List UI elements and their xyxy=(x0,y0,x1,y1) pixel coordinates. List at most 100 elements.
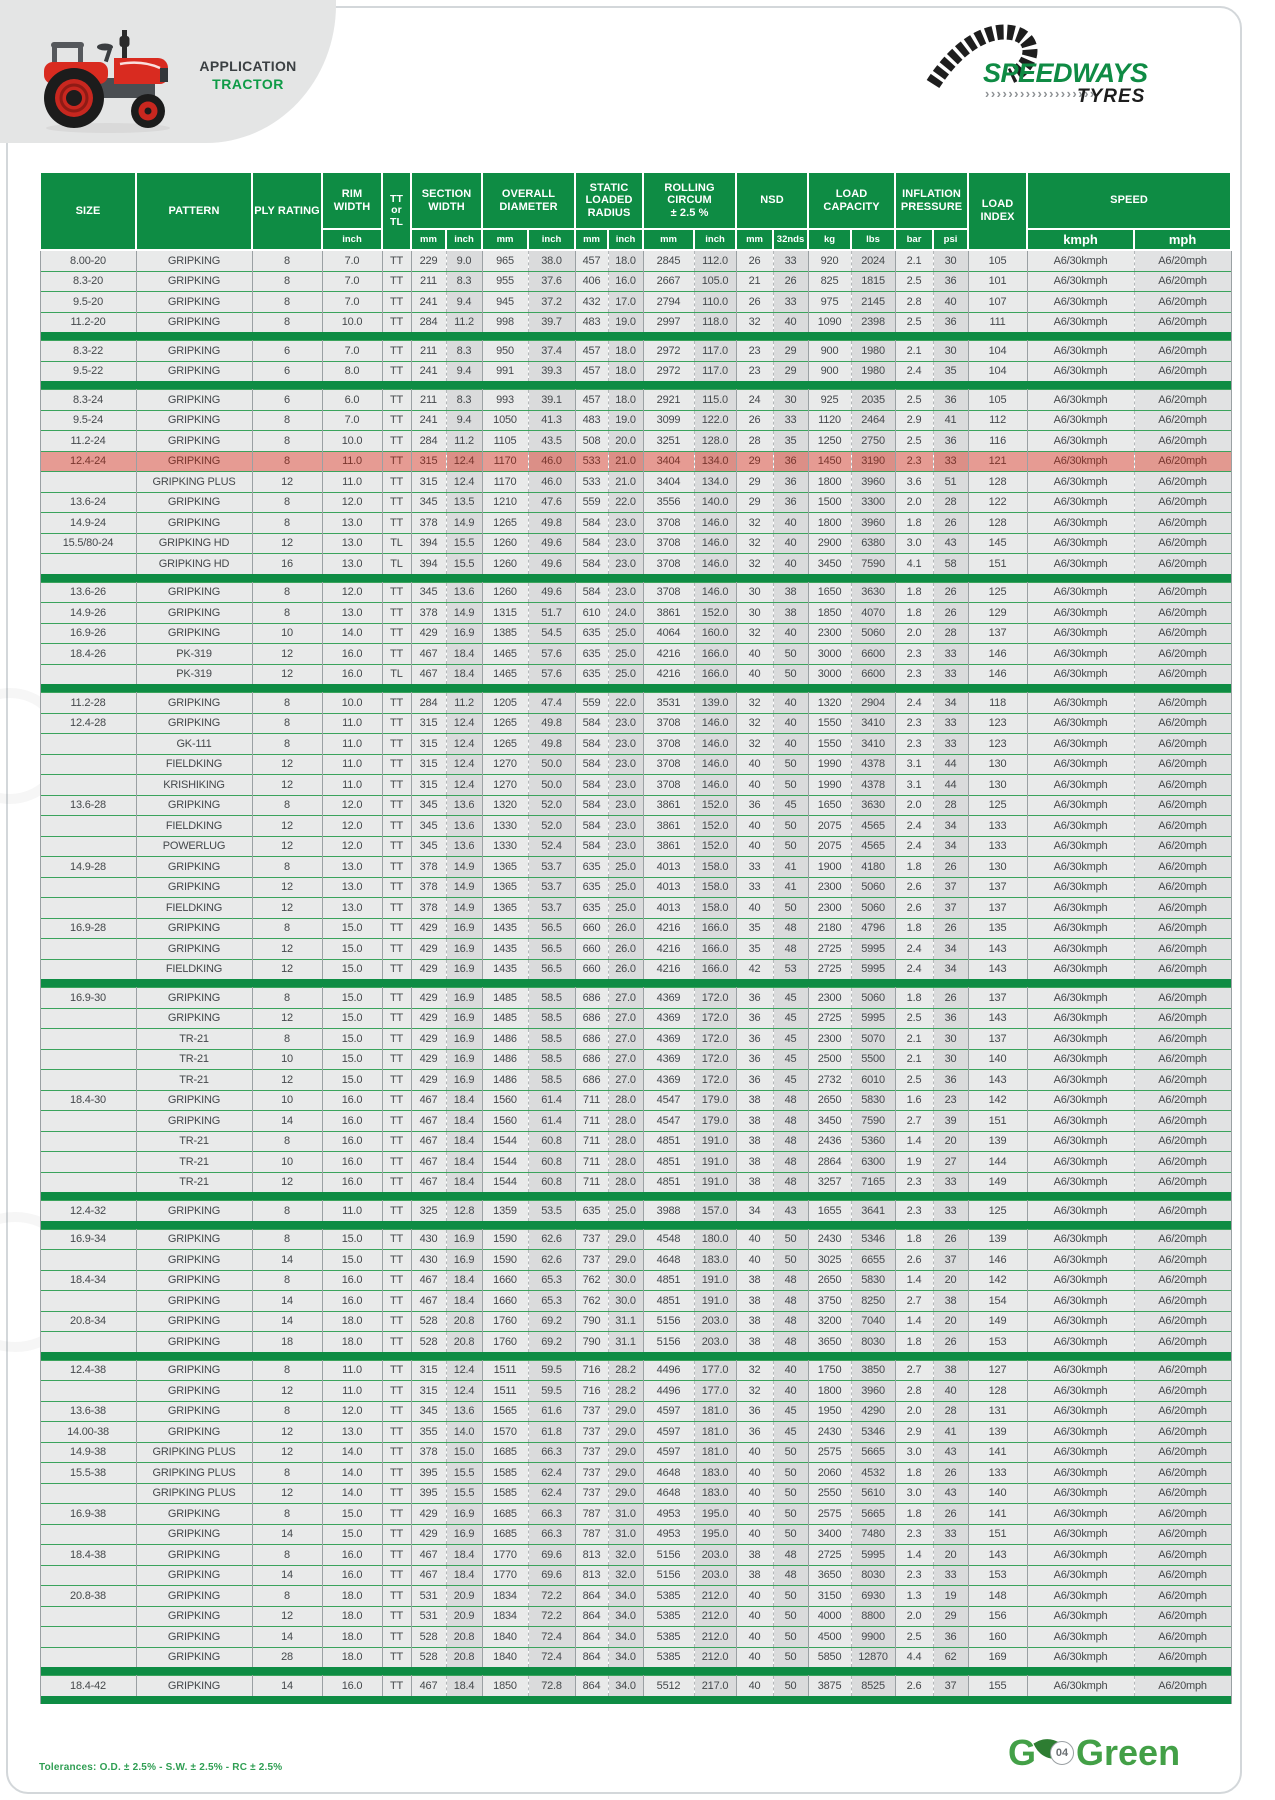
cell-nsd-mm: 40 xyxy=(736,753,774,775)
cell-speed-mph: A6/20mph xyxy=(1134,663,1232,684)
cell-load-index: 146 xyxy=(968,643,1028,664)
table-row: TR-21 12 16.0 TT 467 18.4 1544 60.8 711 28.0 4851 1… xyxy=(39,1171,1232,1192)
cell-load-kg: 2300 xyxy=(808,622,852,644)
cell-overall-diameter-inch: 72.2 xyxy=(528,1585,576,1606)
cell-tube-type: TT xyxy=(382,1626,412,1647)
cell-load-index: 144 xyxy=(968,1151,1028,1172)
cell-nsd-mm: 29 xyxy=(736,471,774,492)
cell-tube-type: TT xyxy=(382,897,412,918)
cell-rolling-circum-mm: 3988 xyxy=(643,1200,695,1221)
cell-inflation-bar: 2.4 xyxy=(895,938,934,959)
cell-speed-mph: A6/20mph xyxy=(1134,270,1232,292)
cell-rolling-circum-inch: 146.0 xyxy=(694,532,737,554)
cell-rim-width-inch: 11.0 xyxy=(322,733,383,754)
cell-section-width-inch: 14.9 xyxy=(446,876,483,898)
table-row: 8.3-24 GRIPKING 6 6.0 TT 211 8.3 993 39.1 457 18.0… xyxy=(39,389,1232,410)
table-row: GRIPKING 12 18.0 TT 531 20.9 1834 72.2 864 34.0 53… xyxy=(39,1605,1232,1627)
cell-load-kg: 3650 xyxy=(808,1331,852,1352)
cell-rolling-circum-mm: 4369 xyxy=(643,1028,695,1049)
cell-overall-diameter-mm: 1590 xyxy=(482,1228,529,1250)
cell-pattern: GRIPKING xyxy=(136,1200,253,1221)
cell-size: 13.6-24 xyxy=(39,491,137,513)
cell-load-kg: 3400 xyxy=(808,1523,852,1545)
cell-inflation-psi: 38 xyxy=(933,1290,969,1311)
cell-section-width-inch: 11.2 xyxy=(446,692,483,713)
cell-section-width-inch: 16.9 xyxy=(446,958,483,979)
cell-section-width-mm: 394 xyxy=(411,553,447,574)
cell-rim-width-inch: 7.0 xyxy=(322,270,383,292)
cell-static-radius-inch: 16.0 xyxy=(608,270,644,292)
cell-ply-rating: 12 xyxy=(252,897,323,918)
cell-section-width-inch: 8.3 xyxy=(446,340,483,361)
cell-nsd-32nds: 50 xyxy=(773,643,809,664)
cell-speed-mph: A6/20mph xyxy=(1134,1171,1232,1192)
cell-section-width-mm: 467 xyxy=(411,1151,447,1172)
cell-speed-mph: A6/20mph xyxy=(1134,917,1232,939)
cell-load-kg: 1800 xyxy=(808,1380,852,1401)
cell-inflation-psi: 44 xyxy=(933,753,969,775)
cell-static-radius-inch: 32.0 xyxy=(608,1564,644,1586)
cell-nsd-mm: 40 xyxy=(736,1675,774,1696)
cell-overall-diameter-inch: 41.3 xyxy=(528,409,576,431)
cell-inflation-psi: 30 xyxy=(933,1048,969,1070)
cell-rolling-circum-mm: 4496 xyxy=(643,1380,695,1401)
cell-static-radius-inch: 32.0 xyxy=(608,1544,644,1565)
cell-static-radius-mm: 483 xyxy=(575,311,609,332)
cell-static-radius-inch: 23.0 xyxy=(608,753,644,775)
cell-rolling-circum-mm: 3708 xyxy=(643,512,695,533)
cell-load-index: 142 xyxy=(968,1089,1028,1111)
table-row: 11.2-24 GRIPKING 8 10.0 TT 284 11.2 1105 43.5 508… xyxy=(39,430,1232,451)
cell-rolling-circum-inch: 160.0 xyxy=(694,622,737,644)
cell-section-width-inch: 15.5 xyxy=(446,532,483,554)
cell-nsd-32nds: 50 xyxy=(773,1249,809,1270)
cell-ply-rating: 8 xyxy=(252,733,323,754)
cell-inflation-psi: 30 xyxy=(933,340,969,361)
cell-inflation-psi: 28 xyxy=(933,794,969,816)
cell-nsd-32nds: 26 xyxy=(773,270,809,292)
cell-section-width-mm: 284 xyxy=(411,692,447,713)
cell-section-width-inch: 20.8 xyxy=(446,1646,483,1667)
cell-load-kg: 2725 xyxy=(808,938,852,959)
cell-section-width-inch: 16.9 xyxy=(446,1048,483,1070)
cell-static-radius-mm: 686 xyxy=(575,987,609,1008)
cell-pattern: GRIPKING xyxy=(136,1228,253,1250)
cell-section-width-inch: 15.0 xyxy=(446,1441,483,1463)
cell-overall-diameter-inch: 53.7 xyxy=(528,897,576,918)
cell-static-radius-mm: 686 xyxy=(575,1028,609,1049)
cell-inflation-psi: 36 xyxy=(933,1626,969,1647)
cell-tube-type: TT xyxy=(382,835,412,857)
cell-static-radius-inch: 25.0 xyxy=(608,856,644,877)
cell-rolling-circum-mm: 5385 xyxy=(643,1605,695,1627)
cell-size xyxy=(39,835,137,857)
cell-overall-diameter-mm: 1330 xyxy=(482,815,529,836)
cell-inflation-psi: 58 xyxy=(933,553,969,574)
cell-speed-kmph: A6/30kmph xyxy=(1027,1269,1135,1291)
cell-load-kg: 1090 xyxy=(808,311,852,332)
cell-nsd-mm: 26 xyxy=(736,249,774,271)
cell-overall-diameter-inch: 66.3 xyxy=(528,1503,576,1524)
cell-section-width-mm: 211 xyxy=(411,270,447,292)
cell-pattern: GRIPKING xyxy=(136,360,253,381)
cell-speed-kmph: A6/30kmph xyxy=(1027,389,1135,410)
cell-rim-width-inch: 10.0 xyxy=(322,311,383,332)
cell-nsd-mm: 38 xyxy=(736,1290,774,1311)
cell-rim-width-inch: 18.0 xyxy=(322,1585,383,1606)
cell-section-width-mm: 315 xyxy=(411,774,447,795)
cell-section-width-inch: 16.9 xyxy=(446,987,483,1008)
cell-static-radius-mm: 711 xyxy=(575,1151,609,1172)
cell-load-kg: 2650 xyxy=(808,1269,852,1291)
cell-section-width-mm: 429 xyxy=(411,1069,447,1090)
cell-rim-width-inch: 15.0 xyxy=(322,938,383,959)
cell-load-kg: 1990 xyxy=(808,774,852,795)
cell-tube-type: TT xyxy=(382,1675,412,1696)
cell-rim-width-inch: 14.0 xyxy=(322,1441,383,1463)
cell-inflation-psi: 28 xyxy=(933,622,969,644)
cell-section-width-inch: 14.9 xyxy=(446,602,483,623)
cell-speed-mph: A6/20mph xyxy=(1134,987,1232,1008)
cell-rolling-circum-inch: 115.0 xyxy=(694,389,737,410)
unit-overall-inch: inch xyxy=(527,228,577,251)
cell-inflation-bar: 1.9 xyxy=(895,1151,934,1172)
cell-overall-diameter-mm: 1511 xyxy=(482,1380,529,1401)
table-row: 8.00-20 GRIPKING 8 7.0 TT 229 9.0 965 38.0 457 18.… xyxy=(39,249,1232,271)
cell-load-kg: 975 xyxy=(808,291,852,312)
